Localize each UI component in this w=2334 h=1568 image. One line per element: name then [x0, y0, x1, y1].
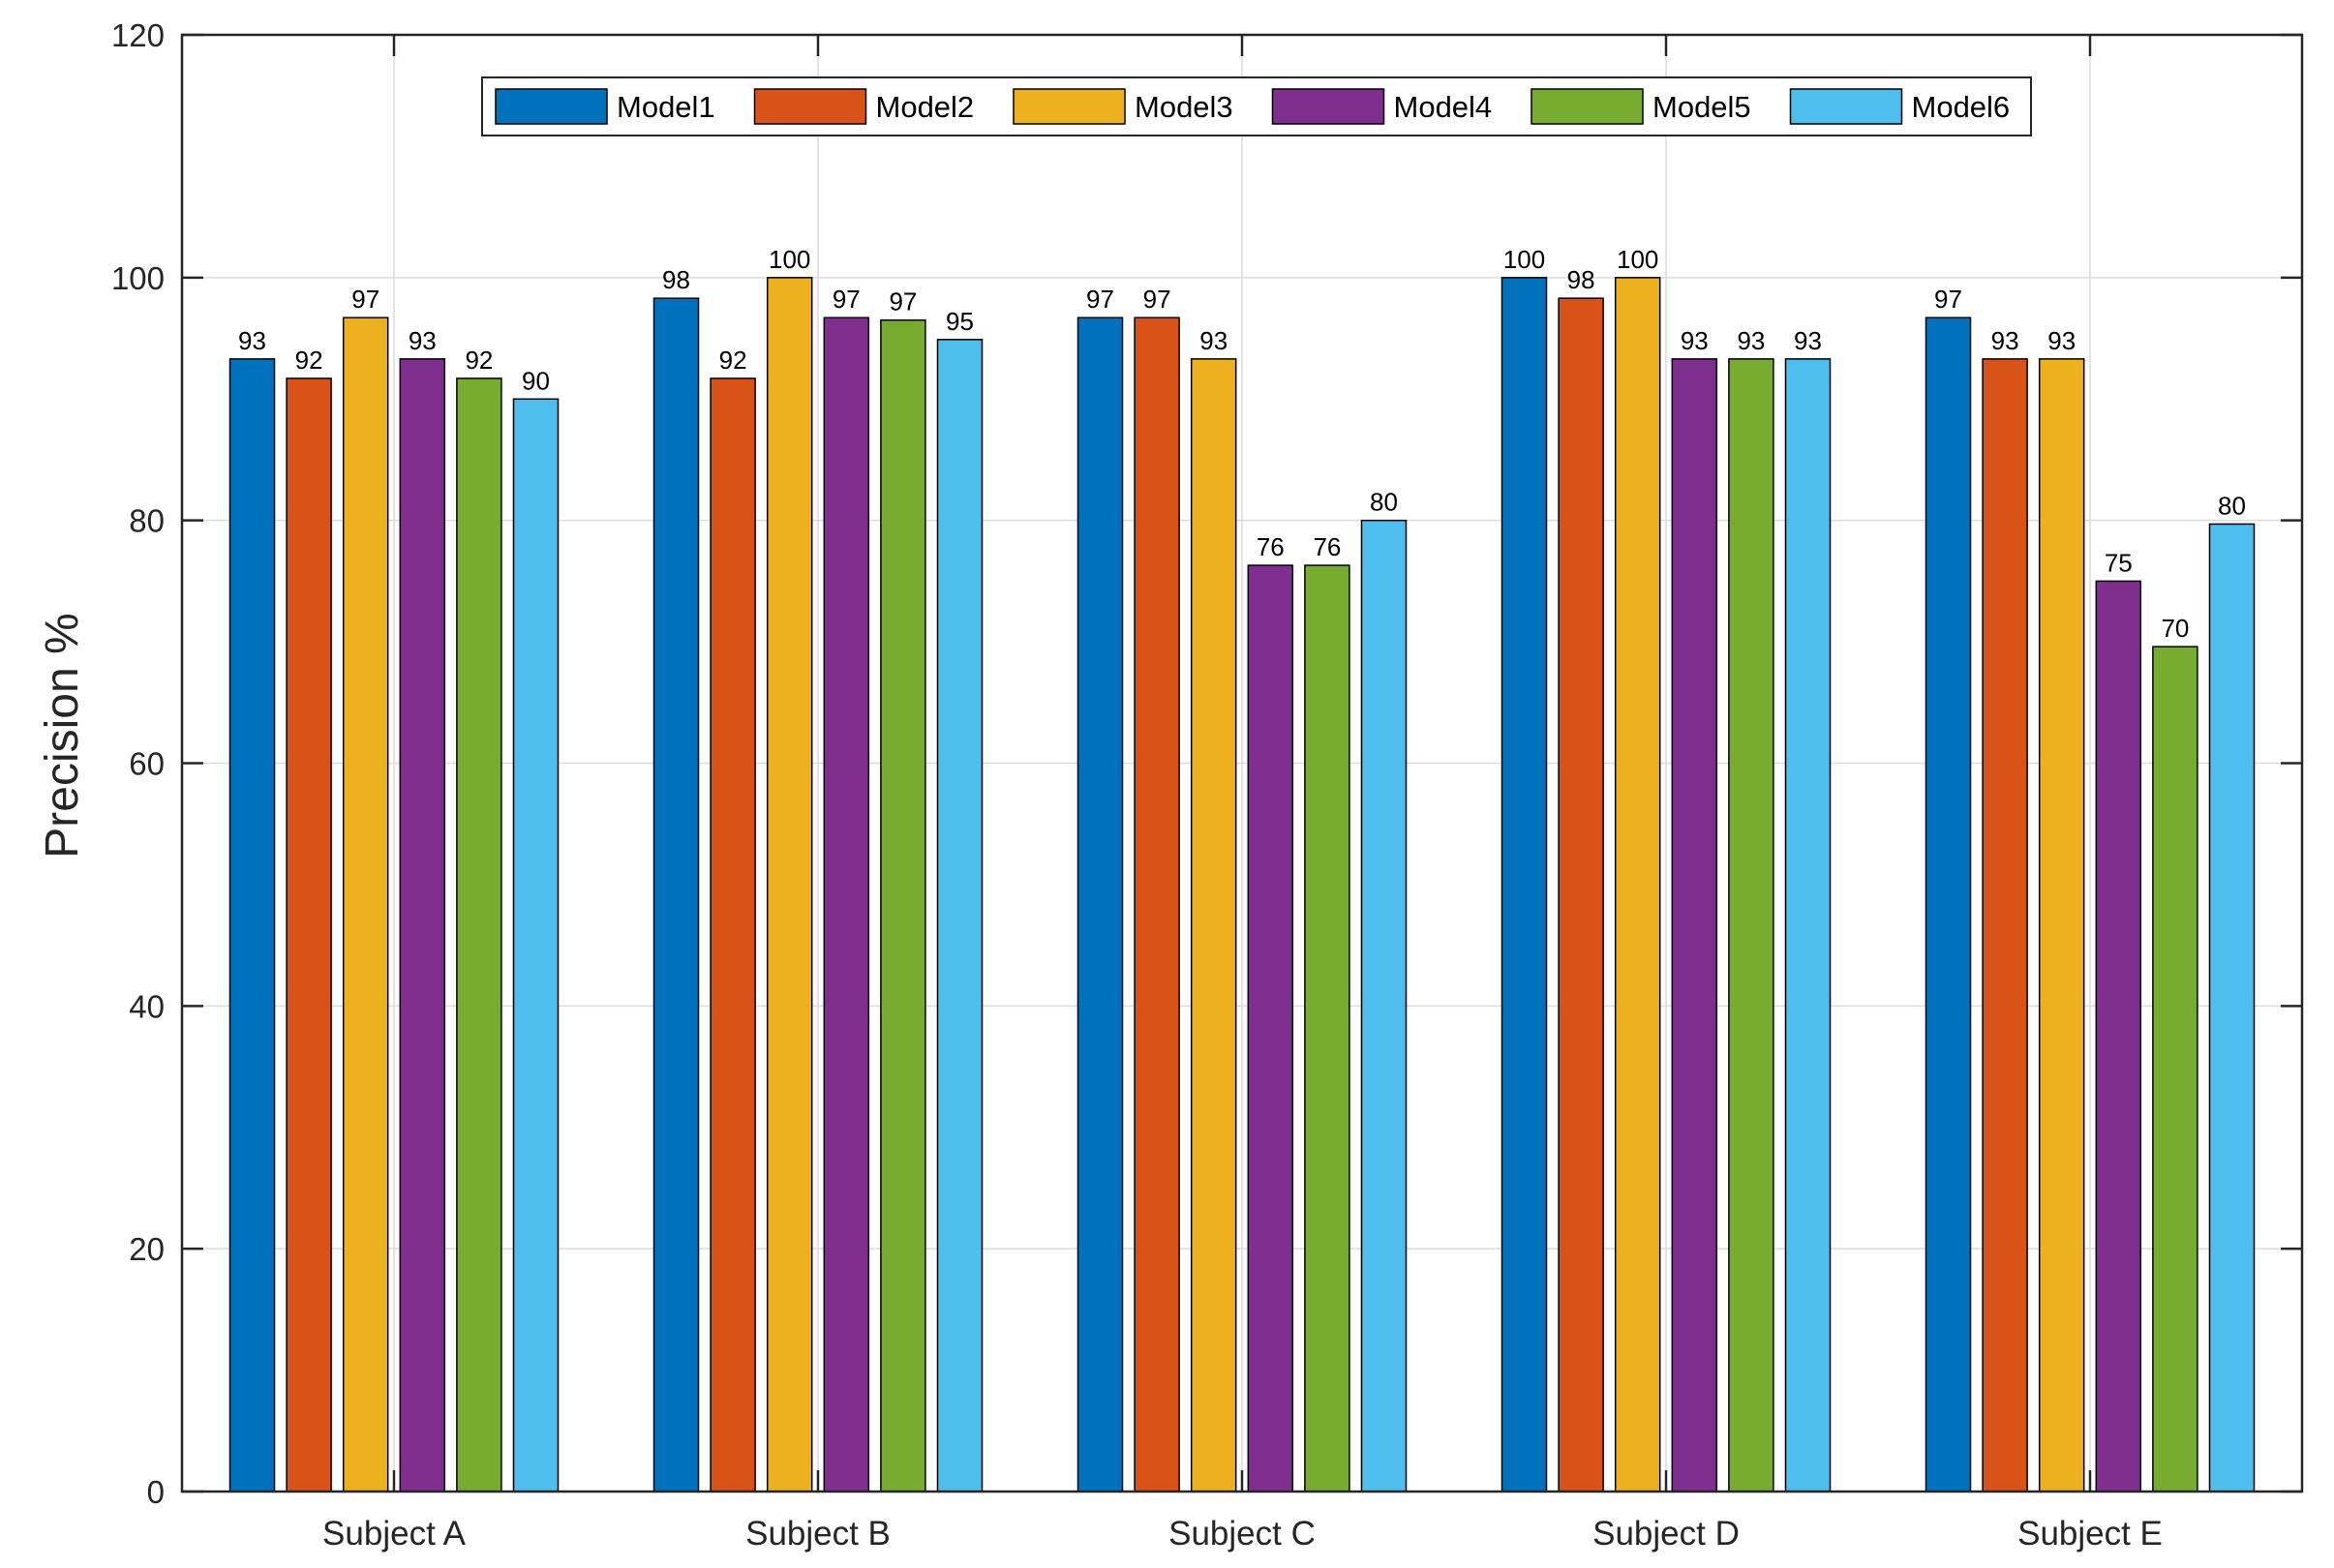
- legend-box: [481, 76, 2032, 136]
- x-category-label: Subject C: [1168, 1515, 1316, 1553]
- bar-value-label: 92: [719, 346, 747, 375]
- bar-model2[interactable]: [1982, 358, 2028, 1493]
- y-tick-label: 20: [129, 1231, 165, 1267]
- bar-value-label: 75: [2105, 548, 2133, 577]
- bar-model1[interactable]: [1925, 317, 1972, 1493]
- legend-swatch: [1013, 88, 1126, 125]
- bar-model4[interactable]: [823, 317, 870, 1493]
- bar-value-label: 93: [1737, 326, 1765, 355]
- data-labels: 93 98 97 100 97 92 92 97 98 93 97 100 93 100 93 93 97 76 9…: [238, 245, 2246, 643]
- bar-value-label: 95: [946, 307, 974, 336]
- y-tick-label: 40: [129, 988, 165, 1024]
- bar-model4[interactable]: [2095, 580, 2142, 1493]
- bar-value-label: 98: [662, 265, 690, 294]
- bar-value-label: 93: [1199, 326, 1228, 355]
- bar-model5[interactable]: [456, 377, 502, 1493]
- bar-value-label: 92: [295, 346, 323, 375]
- legend-item-model3[interactable]: Model3: [1013, 88, 1233, 125]
- x-tick-labels: Subject A Subject B Subject C Subject D Subj…: [322, 1515, 2163, 1553]
- bar-value-label: 80: [1370, 488, 1398, 517]
- bar-model1[interactable]: [1500, 277, 1548, 1493]
- legend-item-model2[interactable]: Model2: [753, 88, 975, 125]
- x-category-label: Subject D: [1592, 1515, 1740, 1553]
- x-category-label: Subject A: [322, 1515, 467, 1553]
- bar-model4[interactable]: [399, 358, 446, 1493]
- bar-model3[interactable]: [1190, 358, 1237, 1493]
- bar-value-label: 97: [351, 285, 379, 314]
- bar-model6[interactable]: [936, 339, 984, 1493]
- y-tick-labels: 0 20 40 60 80 100 120: [111, 17, 165, 1510]
- legend-label: Model2: [876, 90, 975, 124]
- y-tick-label: 60: [129, 746, 165, 782]
- bar-model3[interactable]: [2038, 358, 2085, 1493]
- bar-model1[interactable]: [652, 297, 700, 1493]
- bar-value-label: 80: [2218, 491, 2246, 520]
- legend-label: Model3: [1135, 90, 1233, 124]
- y-tick-label: 80: [129, 503, 165, 539]
- bar-value-label: 93: [1794, 326, 1822, 355]
- legend-item-model6[interactable]: Model6: [1789, 88, 2011, 125]
- legend-swatch: [1531, 88, 1644, 125]
- legend-label: Model6: [1912, 90, 2011, 124]
- bar-value-label: 98: [1567, 265, 1595, 294]
- bar-value-label: 97: [1086, 285, 1114, 314]
- bar-value-label: 93: [2047, 326, 2076, 355]
- bar-value-label: 76: [1313, 532, 1341, 561]
- bar-value-label: 100: [769, 245, 810, 274]
- axis-ticks: [182, 33, 2302, 1493]
- legend-label: Model1: [617, 90, 715, 124]
- bar-model2[interactable]: [710, 377, 756, 1493]
- bar-model2[interactable]: [286, 377, 332, 1493]
- bar-model2[interactable]: [1134, 317, 1180, 1493]
- bar-value-label: 93: [238, 326, 266, 355]
- bar-value-label: 97: [1934, 285, 1962, 314]
- bar-value-label: 93: [409, 326, 437, 355]
- legend-label: Model4: [1394, 90, 1493, 124]
- legend-swatch: [1271, 88, 1385, 125]
- x-category-label: Subject E: [2017, 1515, 2163, 1553]
- bar-model6[interactable]: [512, 398, 560, 1493]
- bar-value-label: 97: [1143, 285, 1171, 314]
- y-tick-label: 120: [111, 17, 165, 53]
- legend-item-model1[interactable]: Model1: [495, 88, 715, 125]
- bar-model4[interactable]: [1671, 358, 1718, 1493]
- bar-value-label: 100: [1503, 245, 1545, 274]
- bar-model6[interactable]: [2208, 523, 2256, 1493]
- bar-model3[interactable]: [1614, 277, 1661, 1493]
- y-tick-label: 0: [147, 1474, 165, 1510]
- legend[interactable]: Model1 Model2 Model3 Model4 Model5 Model6: [481, 76, 2032, 136]
- bar-model6[interactable]: [1360, 519, 1408, 1493]
- x-category-label: Subject B: [745, 1515, 891, 1553]
- bar-value-label: 93: [1991, 326, 2019, 355]
- bar-model5[interactable]: [880, 318, 926, 1493]
- bars: [228, 277, 2256, 1493]
- bar-value-label: 100: [1617, 245, 1658, 274]
- legend-swatch: [753, 88, 867, 125]
- y-tick-label: 100: [111, 260, 165, 296]
- legend-swatch: [495, 88, 608, 125]
- bar-value-label: 76: [1257, 532, 1285, 561]
- bar-value-label: 90: [522, 366, 550, 395]
- bar-model6[interactable]: [1784, 358, 1832, 1493]
- bar-model2[interactable]: [1558, 297, 1604, 1493]
- legend-label: Model5: [1652, 90, 1751, 124]
- bar-model1[interactable]: [1076, 317, 1124, 1493]
- bar-model5[interactable]: [1304, 564, 1350, 1493]
- bar-model5[interactable]: [1728, 358, 1774, 1493]
- bar-value-label: 97: [833, 285, 861, 314]
- bar-model3[interactable]: [342, 317, 389, 1493]
- legend-item-model4[interactable]: Model4: [1271, 88, 1493, 125]
- bar-value-label: 70: [2161, 614, 2189, 643]
- bar-model1[interactable]: [228, 358, 276, 1493]
- legend-item-model5[interactable]: Model5: [1531, 88, 1751, 125]
- bar-value-label: 97: [889, 287, 917, 317]
- bar-model4[interactable]: [1247, 564, 1294, 1493]
- bar-model3[interactable]: [766, 277, 813, 1493]
- legend-swatch: [1789, 88, 1903, 125]
- bar-value-label: 93: [1681, 326, 1709, 355]
- bar-model5[interactable]: [2152, 646, 2198, 1493]
- y-axis-title: Precision %: [37, 613, 88, 858]
- bar-value-label: 92: [465, 346, 493, 375]
